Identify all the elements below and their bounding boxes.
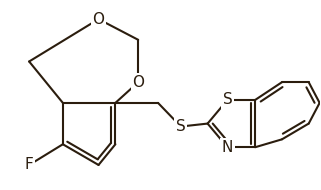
Text: O: O <box>92 12 105 27</box>
Text: O: O <box>132 75 144 90</box>
Text: F: F <box>25 158 33 173</box>
Text: S: S <box>222 92 232 107</box>
Text: N: N <box>222 140 233 155</box>
Text: S: S <box>176 119 186 134</box>
